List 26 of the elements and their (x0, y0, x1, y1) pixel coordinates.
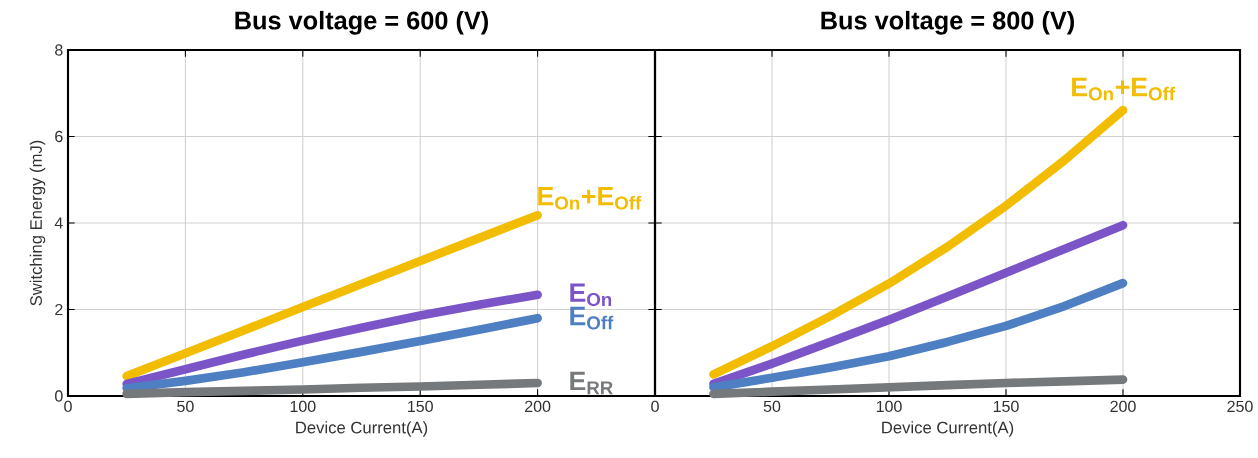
y-tick-label: 0 (55, 390, 63, 402)
y-axis-title: Switching Energy (mJ) (29, 140, 46, 306)
series-label: E$_{Off}$ (570, 306, 614, 330)
y-tick-label: 6 (55, 130, 63, 143)
y-tick-label: 8 (55, 44, 63, 56)
x-tick-label: 150 (993, 400, 1019, 413)
x-tick-label: 250 (1227, 400, 1253, 413)
x-tick-label: 200 (1110, 400, 1136, 413)
series-label: E$_{RR}$ (570, 371, 613, 395)
x-tick-label: 50 (763, 400, 781, 413)
x-tick-label: 50 (177, 400, 194, 413)
chart-title: Bus voltage = 800 (V) (821, 10, 1074, 35)
x-axis-title: Device Current(A) (882, 421, 1014, 437)
chart-title: Bus voltage = 600 (V) (235, 10, 488, 35)
x-tick-label: 200 (525, 400, 551, 413)
x-axis-title: Device Current(A) (296, 421, 428, 437)
x-tick-label: 0 (64, 400, 72, 413)
y-tick-label: 2 (55, 303, 63, 316)
x-tick-label: 0 (651, 400, 659, 413)
y-tick-label: 4 (54, 217, 63, 229)
x-tick-label: 100 (876, 400, 902, 413)
series-label: E$_{On}$+E$_{Off}$ (1072, 77, 1176, 101)
x-tick-label: 100 (290, 400, 316, 413)
series-label: E$_{On}$ (570, 283, 612, 307)
series-label: E$_{On}$+E$_{Off}$ (538, 186, 642, 210)
x-tick-label: 150 (408, 400, 433, 413)
